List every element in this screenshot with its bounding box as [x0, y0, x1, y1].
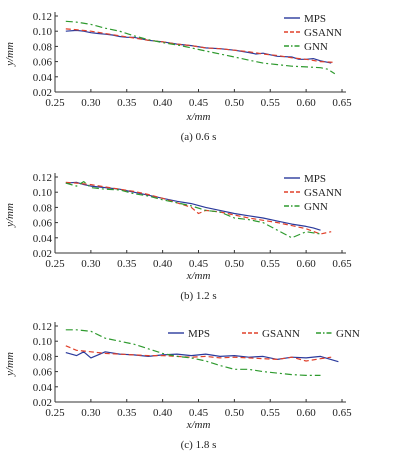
panel-caption: (b) 1.2 s — [180, 290, 216, 302]
legend-label-gsann: GSANN — [304, 187, 342, 199]
legend-label-mps: MPS — [304, 173, 326, 185]
x-tick-label: 0.50 — [225, 407, 245, 419]
series-line-gnn — [65, 329, 321, 376]
x-tick-label: 0.60 — [297, 97, 317, 109]
y-axis-label: y/mm — [4, 42, 16, 67]
y-tick-label: 0.06 — [33, 367, 53, 379]
series-line-gsann — [65, 28, 335, 63]
legend-label-mps: MPS — [304, 13, 326, 25]
x-tick-label: 0.65 — [332, 97, 352, 109]
x-tick-label: 0.65 — [332, 407, 352, 419]
y-tick-label: 0.02 — [33, 397, 52, 409]
x-tick-label: 0.45 — [189, 407, 209, 419]
chart-panel-2: 0.25 0.30 0.35 0.40 0.45 0.50 0.55 0.60 0.65 0.02… — [4, 172, 352, 302]
x-tick-label: 0.50 — [225, 258, 245, 270]
y-tick-label: 0.06 — [33, 218, 53, 230]
y-tick-label: 0.08 — [33, 202, 53, 214]
y-tick-label: 0.06 — [33, 57, 53, 69]
y-axis-label: y/mm — [4, 352, 16, 377]
x-tick-label: 0.40 — [153, 407, 173, 419]
y-tick-label: 0.08 — [33, 351, 53, 363]
x-tick-label: 0.40 — [153, 97, 173, 109]
x-tick-label: 0.65 — [332, 258, 352, 270]
x-tick-label: 0.55 — [261, 97, 281, 109]
x-tick-label: 0.35 — [117, 258, 137, 270]
legend-label-gsann: GSANN — [262, 328, 300, 340]
series-line-gsann — [65, 181, 332, 235]
panel-caption: (a) 0.6 s — [181, 131, 217, 143]
x-axis-label: x/mm — [186, 419, 211, 431]
panel-caption: (c) 1.8 s — [181, 439, 217, 451]
y-tick-label: 0.12 — [33, 321, 52, 333]
x-tick-label: 0.50 — [225, 97, 245, 109]
chart-panel-1: 0.25 0.30 0.35 0.40 0.45 0.50 0.55 0.60 0.65 0.02… — [4, 11, 352, 143]
legend-label-gnn: GNN — [304, 201, 328, 213]
legend-label-gnn: GNN — [304, 41, 328, 53]
y-axis-label: y/mm — [4, 203, 16, 228]
legend-label-gnn: GNN — [336, 328, 360, 340]
y-tick-label: 0.04 — [33, 72, 53, 84]
y-tick-label: 0.08 — [33, 41, 53, 53]
series-line-mps — [65, 181, 321, 231]
x-tick-label: 0.25 — [45, 407, 65, 419]
x-tick-label: 0.30 — [81, 97, 101, 109]
series-line-mps — [65, 29, 332, 64]
x-tick-label: 0.40 — [153, 258, 173, 270]
x-tick-label: 0.45 — [189, 258, 209, 270]
y-tick-label: 0.10 — [33, 187, 53, 199]
y-tick-label: 0.10 — [33, 336, 53, 348]
x-tick-label: 0.30 — [81, 258, 101, 270]
series-line-gnn — [65, 181, 321, 239]
y-tick-label: 0.10 — [33, 26, 53, 38]
chart-panel-3: 0.25 0.30 0.35 0.40 0.45 0.50 0.55 0.60 0.65 0.02… — [4, 321, 360, 451]
x-tick-label: 0.55 — [261, 407, 281, 419]
x-tick-label: 0.25 — [45, 258, 65, 270]
y-tick-label: 0.04 — [33, 233, 53, 245]
x-tick-label: 0.35 — [117, 407, 137, 419]
x-axis-label: x/mm — [186, 111, 211, 123]
y-tick-label: 0.12 — [33, 11, 52, 23]
x-tick-label: 0.45 — [189, 97, 209, 109]
series-line-gsann — [65, 345, 332, 362]
legend-label-gsann: GSANN — [304, 27, 342, 39]
y-tick-label: 0.02 — [33, 87, 52, 99]
x-tick-label: 0.60 — [297, 407, 317, 419]
y-tick-label: 0.04 — [33, 382, 53, 394]
legend-label-mps: MPS — [188, 328, 210, 340]
x-tick-label: 0.55 — [261, 258, 281, 270]
x-tick-label: 0.30 — [81, 407, 101, 419]
y-tick-label: 0.12 — [33, 172, 52, 184]
x-axis-label: x/mm — [186, 270, 211, 282]
x-tick-label: 0.60 — [297, 258, 317, 270]
x-tick-label: 0.25 — [45, 97, 65, 109]
x-tick-label: 0.35 — [117, 97, 137, 109]
y-tick-label: 0.02 — [33, 248, 52, 260]
series-line-gnn — [65, 20, 336, 75]
